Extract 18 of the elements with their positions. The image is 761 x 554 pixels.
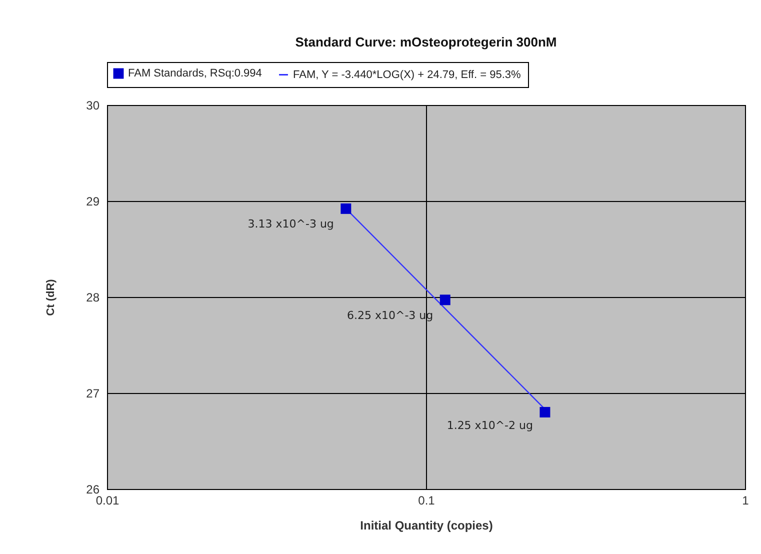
- annotation: 3.13 x10^-3 ug: [248, 218, 334, 231]
- y-tick-label: 28: [86, 290, 100, 304]
- y-tick-label: 30: [86, 98, 100, 112]
- chart-title: Standard Curve: mOsteoprotegerin 300nM: [295, 34, 557, 50]
- legend-label: FAM, Y = -3.440*LOG(X) + 24.79, Eff. = 95.3%: [293, 68, 521, 81]
- point: [540, 406, 550, 418]
- x-axis-title: Initial Quantity (copies): [360, 518, 493, 532]
- y-tick-label: 29: [86, 194, 100, 208]
- x-tick-label: 0.01: [96, 494, 120, 508]
- x-tick-label: 1: [742, 494, 750, 508]
- annotation: 1.25 x10^-2 ug: [446, 419, 533, 432]
- legend-label: FAM Standards, RSq:0.994: [128, 68, 262, 80]
- x-tick-label: 0.1: [418, 494, 436, 508]
- y-tick-label: 27: [86, 386, 100, 400]
- y-axis-title: Ct (dR): [45, 278, 58, 316]
- y-tick-label: 26: [86, 482, 100, 496]
- point: [440, 294, 450, 306]
- point: [340, 203, 352, 214]
